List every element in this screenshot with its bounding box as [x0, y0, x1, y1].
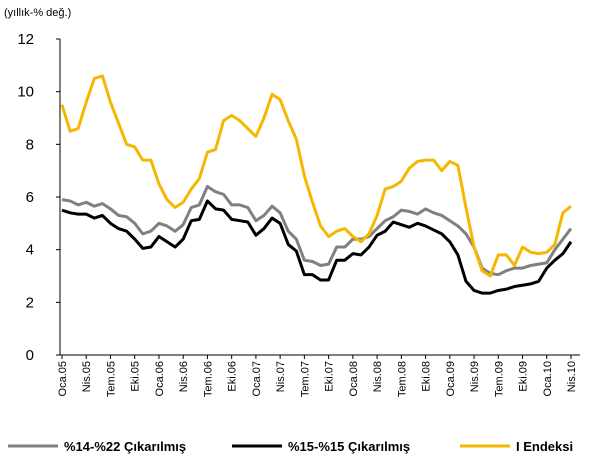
- x-tick-label: Tem.08: [396, 361, 408, 397]
- x-tick-label: Nis.08: [372, 361, 384, 392]
- x-tick-label: Nis.05: [81, 361, 93, 392]
- x-tick-label: Oca.08: [348, 361, 360, 396]
- y-tick-label: 4: [26, 242, 34, 259]
- legend-label: I Endeksi: [516, 439, 573, 454]
- x-tick-label: Oca.07: [251, 361, 263, 396]
- y-tick-label: 12: [17, 31, 34, 48]
- x-tick-label: Oca.10: [542, 361, 554, 396]
- y-tick-label: 0: [26, 347, 34, 364]
- x-tick-label: Eki.05: [130, 361, 142, 392]
- y-tick-label: 10: [17, 84, 34, 101]
- x-tick-label: Eki.09: [518, 361, 530, 392]
- x-tick-label: Eki.07: [324, 361, 336, 392]
- x-tick-label: Oca.05: [57, 361, 69, 396]
- line-series: [61, 199, 573, 295]
- x-tick-label: Tem.06: [202, 361, 214, 397]
- legend-label: %15-%15 Çıkarılmış: [288, 439, 410, 454]
- y-axis-label: (yıllık-% değ.): [4, 7, 71, 19]
- x-tick-label: Oca.06: [154, 361, 166, 396]
- legend-label: %14-%22 Çıkarılmış: [64, 439, 186, 454]
- x-tick-label: Tem.09: [493, 361, 505, 397]
- line-series: [61, 184, 573, 277]
- x-tick-label: Eki.06: [227, 361, 239, 392]
- x-tick-label: Oca.09: [445, 361, 457, 396]
- x-tick-label: Eki.08: [421, 361, 433, 392]
- y-tick-label: 2: [26, 294, 34, 311]
- x-tick-label: Nis.06: [178, 361, 190, 392]
- y-tick-label: 8: [26, 136, 34, 153]
- y-tick-label: 6: [26, 189, 34, 206]
- x-tick-label: Tem.05: [105, 361, 117, 397]
- x-tick-label: Nis.07: [275, 361, 287, 392]
- x-tick-label: Nis.09: [469, 361, 481, 392]
- line-series: [60, 74, 572, 278]
- x-tick-label: Tem.07: [299, 361, 311, 397]
- x-tick-label: Nis.10: [566, 361, 578, 392]
